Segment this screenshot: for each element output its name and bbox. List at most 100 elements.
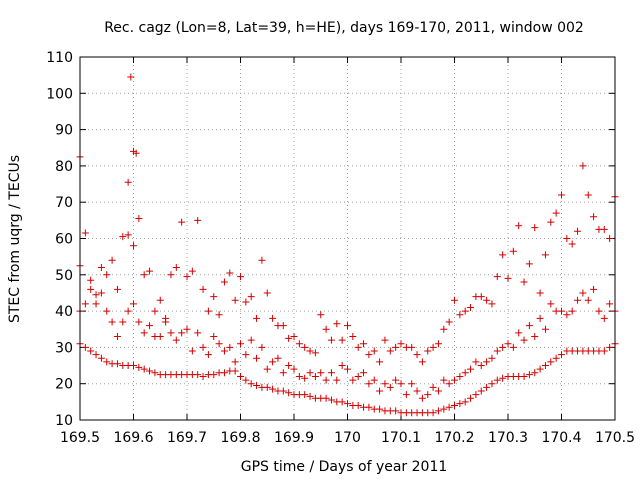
data-point [301,391,309,399]
data-point [558,307,565,315]
grid-lines [80,57,615,420]
data-point [220,278,228,286]
data-point [386,383,394,391]
data-point [429,383,437,391]
data-point [338,398,346,406]
data-point [477,293,485,301]
data-point [408,380,416,388]
data-point [493,273,501,281]
y-tick-label: 90 [55,123,73,139]
x-tick-label: 169.5 [60,430,100,446]
data-point [188,267,196,275]
data-point [247,336,255,344]
data-point [515,222,523,230]
data-point [392,343,400,351]
data-point [461,369,469,377]
data-point [295,372,303,380]
data-point [204,351,212,359]
x-tick-label: 170.4 [541,430,581,446]
data-point [220,347,228,355]
data-point [370,376,378,384]
data-point [119,233,127,241]
data-point [488,380,496,388]
data-point [536,365,544,373]
data-point [541,251,549,259]
data-point [279,387,287,395]
data-point [274,354,282,362]
data-point [520,336,528,344]
data-point [301,374,309,382]
data-point [146,267,154,275]
data-point [199,343,207,351]
data-point [258,343,266,351]
data-point [210,371,218,379]
data-point [413,351,421,359]
data-point [509,343,517,351]
plot-frame [79,56,616,421]
data-point [365,403,373,411]
data-point [397,340,405,348]
data-point [253,314,261,322]
y-tick-label: 40 [55,304,73,320]
data-point [418,394,426,402]
data-point [327,396,335,404]
data-point [547,300,555,308]
y-tick-label: 30 [55,340,73,356]
data-point [344,365,351,373]
data-point [499,343,507,351]
x-tick-label: 169.8 [220,430,260,446]
data-point [167,271,175,279]
data-point [456,400,464,408]
data-point [381,336,389,344]
data-point [338,336,346,344]
data-point [574,296,582,304]
data-point [253,382,261,390]
data-point [140,271,148,279]
x-axis-ticks: 169.5 169.6 169.7 169.8 169.9 170 170.1 170.2 17… [60,57,635,446]
data-point [253,354,261,362]
data-point [606,235,614,242]
data-point [210,333,218,341]
data-point [242,298,250,306]
data-point [483,383,491,391]
data-point [279,369,287,377]
data-point [600,347,608,355]
data-point [167,329,175,337]
data-point [263,365,271,373]
data-point [183,273,191,281]
data-point [178,329,186,337]
data-point [247,380,255,388]
data-point [311,372,319,380]
data-point [81,229,89,237]
data-point [595,307,603,315]
data-point [386,347,394,355]
y-axis-label: STEC from uqrg / TECUs [7,155,23,323]
data-point [103,307,111,315]
data-point [525,322,533,330]
y-tick-label: 50 [55,268,73,284]
data-point [477,387,485,395]
data-point [140,365,148,373]
data-point [360,340,368,348]
data-point [451,376,458,384]
data-point [493,376,501,384]
y-tick-label: 60 [55,232,73,248]
data-point [472,358,480,366]
data-point [376,405,384,413]
x-tick-label: 170 [334,430,361,446]
chart-title: Rec. cagz (Lon=8, Lat=39, h=HE), days 16… [104,20,584,36]
data-point [424,347,432,355]
data-point [311,349,319,357]
data-point [172,336,180,344]
data-point [467,394,475,402]
data-point [81,343,89,351]
data-point [87,276,95,284]
data-point [531,333,539,341]
data-point [504,274,512,282]
data-point [584,191,592,199]
data-point [81,300,89,308]
data-point [188,347,196,355]
y-tick-label: 100 [46,86,73,102]
data-point [322,325,330,333]
data-point [440,325,448,333]
